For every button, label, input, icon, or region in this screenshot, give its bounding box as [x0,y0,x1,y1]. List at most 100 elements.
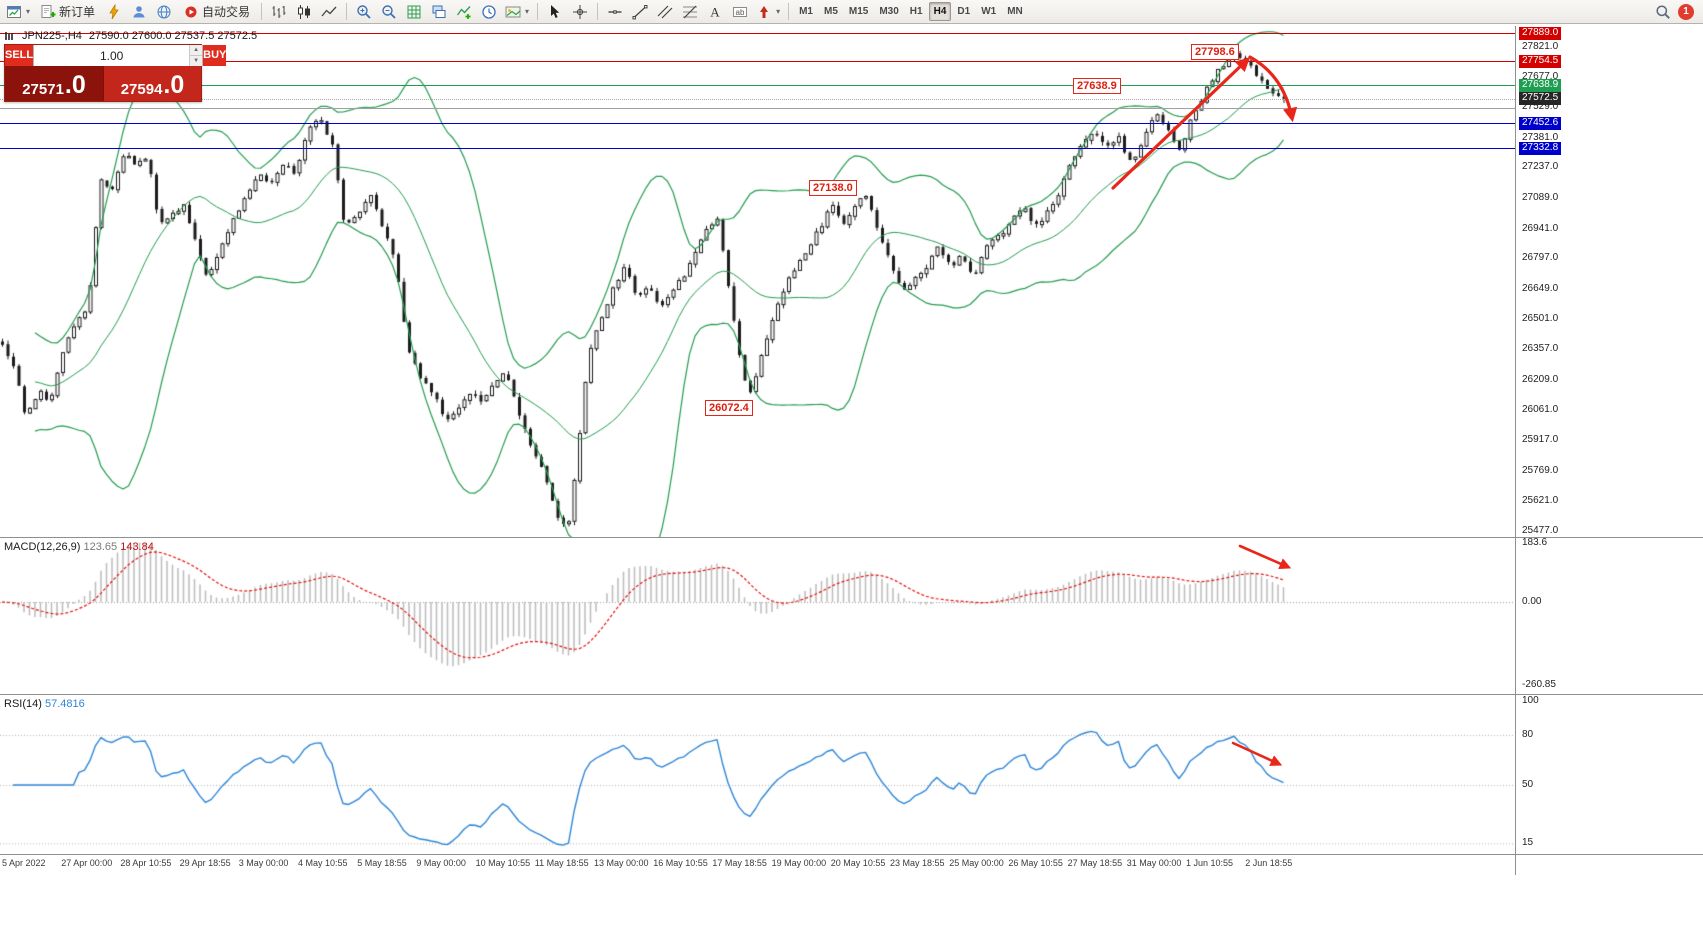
time-axis-label: 28 Apr 10:55 [120,858,172,868]
horizontal-line-object[interactable] [0,148,1515,150]
time-axis-label: 9 May 00:00 [416,858,466,868]
templates-button[interactable]: ▾ [502,1,532,23]
tile-windows-button[interactable] [427,1,451,23]
quick-trade-button[interactable] [102,1,126,23]
timeframe-W1[interactable]: W1 [981,6,997,17]
panel-separator[interactable] [0,694,1703,695]
price-axis-label: 26357.0 [1522,343,1559,355]
timeframe-M15[interactable]: M15 [848,6,869,17]
sell-price[interactable]: 27571.0 [5,66,103,101]
label-tool-button[interactable]: ab [728,1,752,23]
zoom-in-icon [357,4,371,19]
profile-button[interactable] [127,1,151,23]
horizontal-line-object[interactable] [0,107,1515,109]
toolbar-separator [261,3,263,20]
sell-price-pips: .0 [64,71,86,99]
tile-windows-icon [432,5,446,18]
buy-button[interactable]: BUY [203,45,227,66]
price-axis-label: 26649.0 [1522,282,1559,294]
price-axis-label: 26501.0 [1522,313,1559,325]
grid-button[interactable] [402,1,426,23]
text-tool-button[interactable]: A [703,1,727,23]
new-chart-button[interactable]: ▾ [3,1,33,23]
autotrading-icon [185,6,197,17]
horizontal-line-object[interactable] [0,33,1515,35]
new-order-button[interactable]: 新订单 [34,1,101,23]
cursor-button[interactable] [543,1,567,23]
horizontal-line-object[interactable] [0,85,1515,86]
ohlc-values: 27590.0 27600.0 27537.5 27572.5 [88,30,258,42]
price-axis-label: 27638.9 [1519,78,1562,92]
macd-canvas[interactable] [0,538,1515,695]
one-click-top-row: SELL ▲ ▼ BUY [5,45,227,66]
price-axis-label: 25477.0 [1522,524,1559,536]
price-annotation[interactable]: 26072.4 [705,400,753,416]
timeframe-group: M1 M5 M15 M30 H1 H4 D1 W1 MN [794,2,1028,21]
channel-icon [657,5,673,18]
bar-chart-type-button[interactable] [267,1,291,23]
arrows-tool-button[interactable]: ▾ [753,1,783,23]
rsi-axis-label: 15 [1522,836,1534,848]
zoom-out-button[interactable] [377,1,401,23]
buy-price[interactable]: 27594.0 [103,66,201,101]
rsi-canvas[interactable] [0,695,1515,855]
volume-spinner: ▲ ▼ [189,45,203,66]
search-button[interactable] [1651,1,1675,23]
price-annotation[interactable]: 27138.0 [809,180,857,196]
channel-tool-button[interactable] [653,1,677,23]
timeframe-M5[interactable]: M5 [823,6,838,17]
timeframe-M1[interactable]: M1 [799,6,813,17]
chart-icon [5,32,13,40]
fibonacci-icon [683,5,698,18]
panel-separator[interactable] [0,537,1703,538]
community-button[interactable] [152,1,176,23]
horizontal-line-tool-button[interactable] [603,1,627,23]
macd-header: MACD(12,26,9) 123.65 143.84 [4,541,154,553]
arrow-symbol-icon [760,5,769,18]
price-annotation[interactable]: 27638.9 [1073,78,1121,94]
timeframe-H4[interactable]: H4 [928,2,952,21]
crosshair-button[interactable] [568,1,592,23]
timeframe-D1[interactable]: D1 [957,6,971,17]
one-click-trading-panel: SELL ▲ ▼ BUY 27571.0 27594.0 [4,44,227,102]
time-axis-label: 1 Jun 10:55 [1186,858,1234,868]
sell-button[interactable]: SELL [5,45,34,66]
timeframe-M30[interactable]: M30 [879,6,899,17]
toolbar-separator [537,3,539,20]
macd-axis-label: 0.00 [1522,595,1542,607]
price-axis-border[interactable] [1515,26,1516,875]
candlestick-type-button[interactable] [292,1,316,23]
horizontal-line-icon [608,9,622,14]
volume-down-button[interactable]: ▼ [190,56,203,66]
new-chart-icon [7,5,21,18]
horizontal-line-object[interactable] [0,98,1515,100]
price-axis-label: 26797.0 [1522,252,1559,264]
chevron-down-icon: ▾ [26,7,31,16]
time-axis-label: 26 May 10:55 [1008,858,1063,868]
line-chart-type-button[interactable] [317,1,341,23]
price-annotation[interactable]: 27798.6 [1191,44,1239,60]
time-axis-label: 13 May 00:00 [594,858,649,868]
trendline-tool-button[interactable] [628,1,652,23]
time-axis-label: 11 May 18:55 [534,858,589,868]
volume-up-button[interactable]: ▲ [190,45,203,56]
zoom-in-button[interactable] [352,1,376,23]
svg-text:ab: ab [736,7,745,16]
horizontal-line-object[interactable] [0,123,1515,125]
price-chart-canvas[interactable] [0,28,1515,538]
horizontal-line-object[interactable] [0,61,1515,63]
autotrading-button[interactable]: 自动交易 [177,1,256,23]
volume-input[interactable] [34,45,190,66]
price-axis-label: 27452.6 [1519,116,1562,130]
fibonacci-tool-button[interactable] [678,1,702,23]
periods-button[interactable] [477,1,501,23]
timeframe-H1[interactable]: H1 [909,6,923,17]
indicators-button[interactable] [452,1,476,23]
notification-badge[interactable]: 1 [1678,3,1694,20]
symbol-ohlc-header: JPN225-,H4 27590.0 27600.0 27537.5 27572… [5,30,257,42]
price-axis-label: 25917.0 [1522,434,1559,446]
price-axis-label: 26209.0 [1522,373,1559,385]
autotrading-label: 自动交易 [202,5,251,19]
time-axis-label: 2 Jun 18:55 [1245,858,1293,868]
timeframe-MN[interactable]: MN [1007,6,1023,17]
